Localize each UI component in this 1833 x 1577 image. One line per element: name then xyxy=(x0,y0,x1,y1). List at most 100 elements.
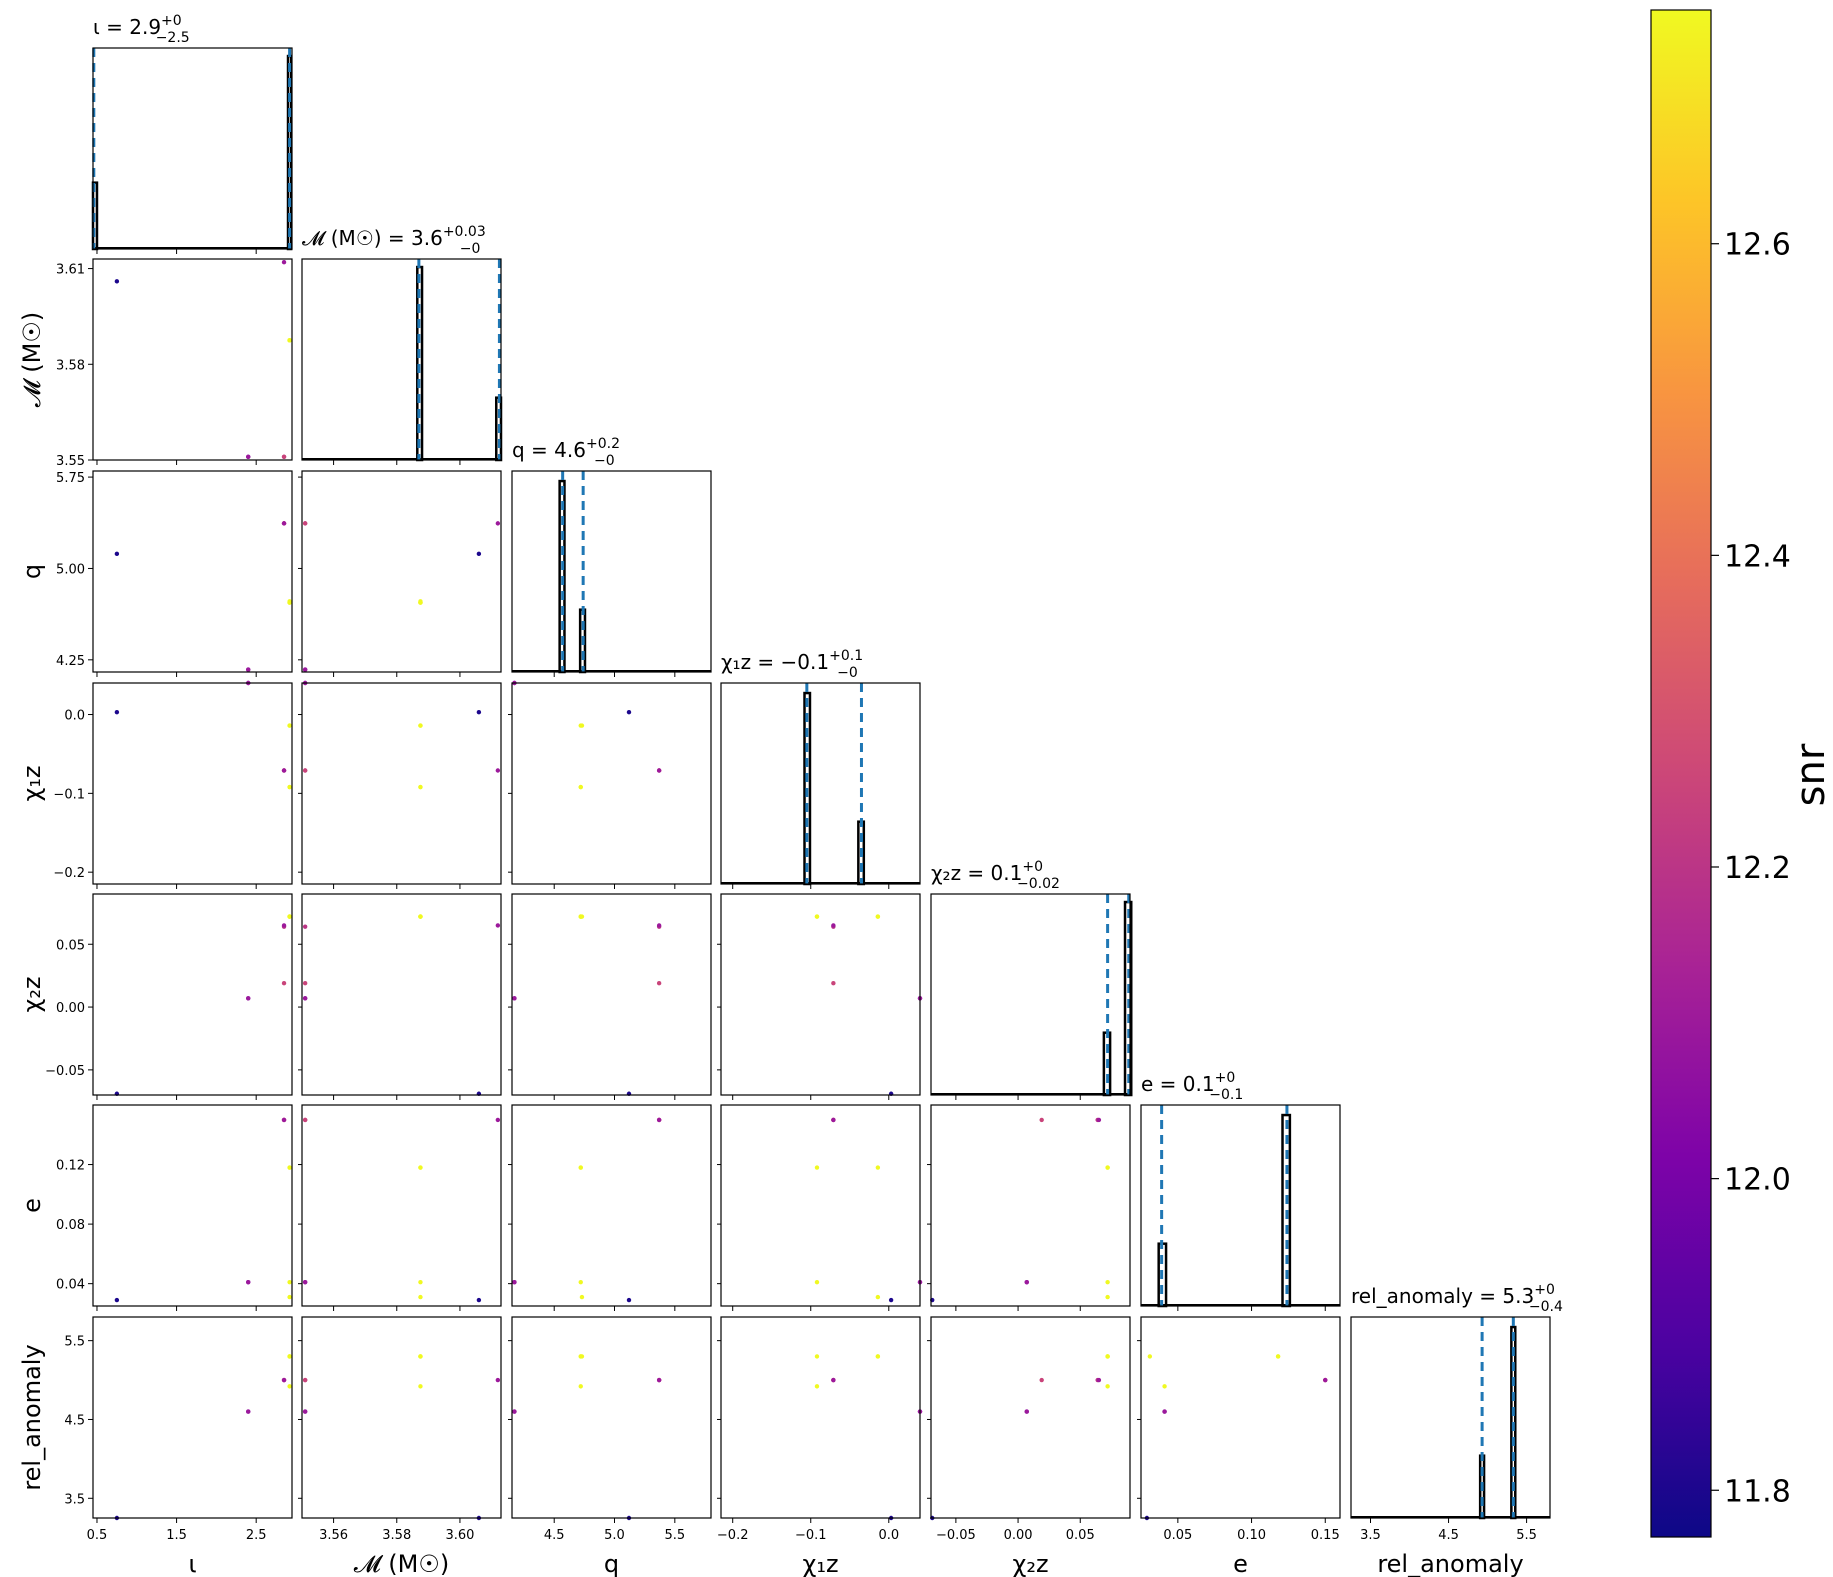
sample-point xyxy=(418,723,423,728)
panel-frame xyxy=(511,470,712,673)
panel-frame xyxy=(720,1316,921,1519)
scatter-panel-3-2 xyxy=(508,680,712,889)
sample-point xyxy=(1096,1377,1102,1383)
sample-point xyxy=(287,914,292,919)
sample-point xyxy=(656,1377,662,1383)
x-tick-label: 0.5 xyxy=(87,1528,108,1543)
panel-frame xyxy=(720,682,921,885)
title-sup: +0.03 xyxy=(443,224,486,240)
panel-frame xyxy=(511,1104,712,1307)
title-sub: −0.02 xyxy=(1017,876,1060,892)
y-tick-label: 0.00 xyxy=(56,1001,85,1016)
y-tick-label: −0.2 xyxy=(53,866,85,881)
panel-frame xyxy=(930,1316,1131,1519)
scatter-panel-5-4 xyxy=(927,1104,1131,1311)
title-main: e = 0.1 xyxy=(1141,1072,1215,1096)
sample-point xyxy=(875,1294,881,1300)
y-axis-label: 𝓜 (M☉) xyxy=(18,312,46,407)
sample-point xyxy=(1162,1409,1167,1414)
sample-point xyxy=(495,923,501,928)
x-tick-label: 4.5 xyxy=(1438,1528,1459,1543)
sample-point xyxy=(476,551,482,557)
y-tick-label: 5.5 xyxy=(64,1335,85,1350)
panel-title: χ₁z = −0.1+0.1 −0 xyxy=(721,648,863,681)
x-tick-label: 4.5 xyxy=(544,1528,565,1543)
panel-title: 𝓜 (M☉) = 3.6+0.03 −0 xyxy=(302,224,486,257)
sample-point xyxy=(302,996,308,1001)
y-axis-label: e xyxy=(18,1198,46,1213)
sample-point xyxy=(578,1384,583,1389)
sample-point xyxy=(281,923,287,928)
panel-frame xyxy=(92,470,293,673)
sample-point xyxy=(281,259,287,265)
panel-frame xyxy=(930,893,1131,1096)
sample-point xyxy=(114,551,120,557)
y-tick-label: 0.12 xyxy=(56,1159,85,1174)
title-main: rel_anomaly = 5.3 xyxy=(1351,1284,1534,1308)
sample-point xyxy=(512,996,517,1001)
panel-frame xyxy=(511,682,712,885)
sample-point xyxy=(246,667,251,672)
x-tick-label: 0.05 xyxy=(1163,1528,1192,1543)
panel-frame xyxy=(92,893,293,1096)
y-tick-label: 5.75 xyxy=(56,471,85,486)
title-sup: +0 xyxy=(1022,859,1043,875)
x-tick-label: 5.5 xyxy=(1516,1528,1537,1543)
sample-point xyxy=(831,980,836,986)
sample-point xyxy=(418,784,423,790)
sample-point xyxy=(656,923,662,928)
panel-title: q = 4.6+0.2 −0 xyxy=(512,436,620,469)
sample-point xyxy=(287,1279,292,1285)
hist-panel-3: χ₁z = −0.1+0.1 −0 xyxy=(720,648,921,889)
sample-point xyxy=(512,1409,517,1414)
scatter-panel-6-1: 3.56 3.58 3.60 𝓜 (M☉) xyxy=(298,1316,502,1577)
sample-point xyxy=(287,600,292,605)
sample-point xyxy=(1105,1165,1110,1170)
sample-point xyxy=(875,1354,881,1359)
scatter-panel-3-1 xyxy=(298,680,502,889)
panel-title: rel_anomaly = 5.3+0 −0.4 xyxy=(1351,1282,1563,1315)
x-tick-label: −0.1 xyxy=(795,1528,827,1543)
y-tick-label: 0.0 xyxy=(64,709,85,724)
sample-point xyxy=(875,1165,881,1170)
sample-point xyxy=(1275,1354,1281,1359)
hist-panel-4: χ₂z = 0.1+0 −0.02 xyxy=(930,859,1133,1100)
x-tick-label: 3.5 xyxy=(1360,1528,1381,1543)
sample-point xyxy=(281,1117,287,1123)
scatter-panel-3-0: −0.2 −0.1 0.0 χ₁z xyxy=(18,680,293,889)
x-tick-label: 0.00 xyxy=(1004,1528,1033,1543)
x-axis-label: q xyxy=(604,1550,619,1577)
title-sup: +0.1 xyxy=(829,648,863,664)
x-tick-label: 3.58 xyxy=(382,1528,411,1543)
sample-point xyxy=(1105,1354,1110,1359)
panel-frame xyxy=(92,258,293,461)
sample-point xyxy=(246,1409,251,1414)
x-tick-label: 3.60 xyxy=(445,1528,474,1543)
scatter-panel-2-0: 4.25 5.00 5.75 q xyxy=(18,470,293,677)
panel-frame xyxy=(301,893,502,1096)
sample-point xyxy=(418,1294,423,1300)
title-main: ι = 2.9 xyxy=(93,15,161,39)
x-tick-label: 1.5 xyxy=(166,1528,187,1543)
sample-point xyxy=(831,1117,836,1123)
panel-frame xyxy=(511,1316,712,1519)
y-tick-label: 3.58 xyxy=(56,358,85,373)
y-tick-label: 3.55 xyxy=(56,454,85,469)
panel-frame xyxy=(301,682,502,885)
panel-title: e = 0.1+0 −0.1 xyxy=(1141,1070,1243,1103)
sample-point xyxy=(814,914,820,919)
sample-point xyxy=(1105,1384,1110,1389)
x-tick-label: −0.05 xyxy=(936,1528,976,1543)
sample-point xyxy=(1039,1117,1044,1123)
sample-point xyxy=(287,1165,292,1170)
sample-point xyxy=(476,709,482,715)
sample-point xyxy=(1105,1279,1110,1285)
panel-frame xyxy=(301,470,502,673)
x-axis-label: χ₂z xyxy=(1012,1550,1048,1577)
y-axis-label: q xyxy=(18,564,46,579)
colorbar-tick-label: 12.0 xyxy=(1724,1163,1791,1198)
sample-point xyxy=(302,980,308,986)
colorbar: 11.8 12.0 12.2 12.4 12.6 snr xyxy=(1650,9,1833,1538)
hist-panel-6: rel_anomaly = 5.3+0 −0.4 3.5 4.5 5.5 rel_anom… xyxy=(1350,1282,1563,1577)
